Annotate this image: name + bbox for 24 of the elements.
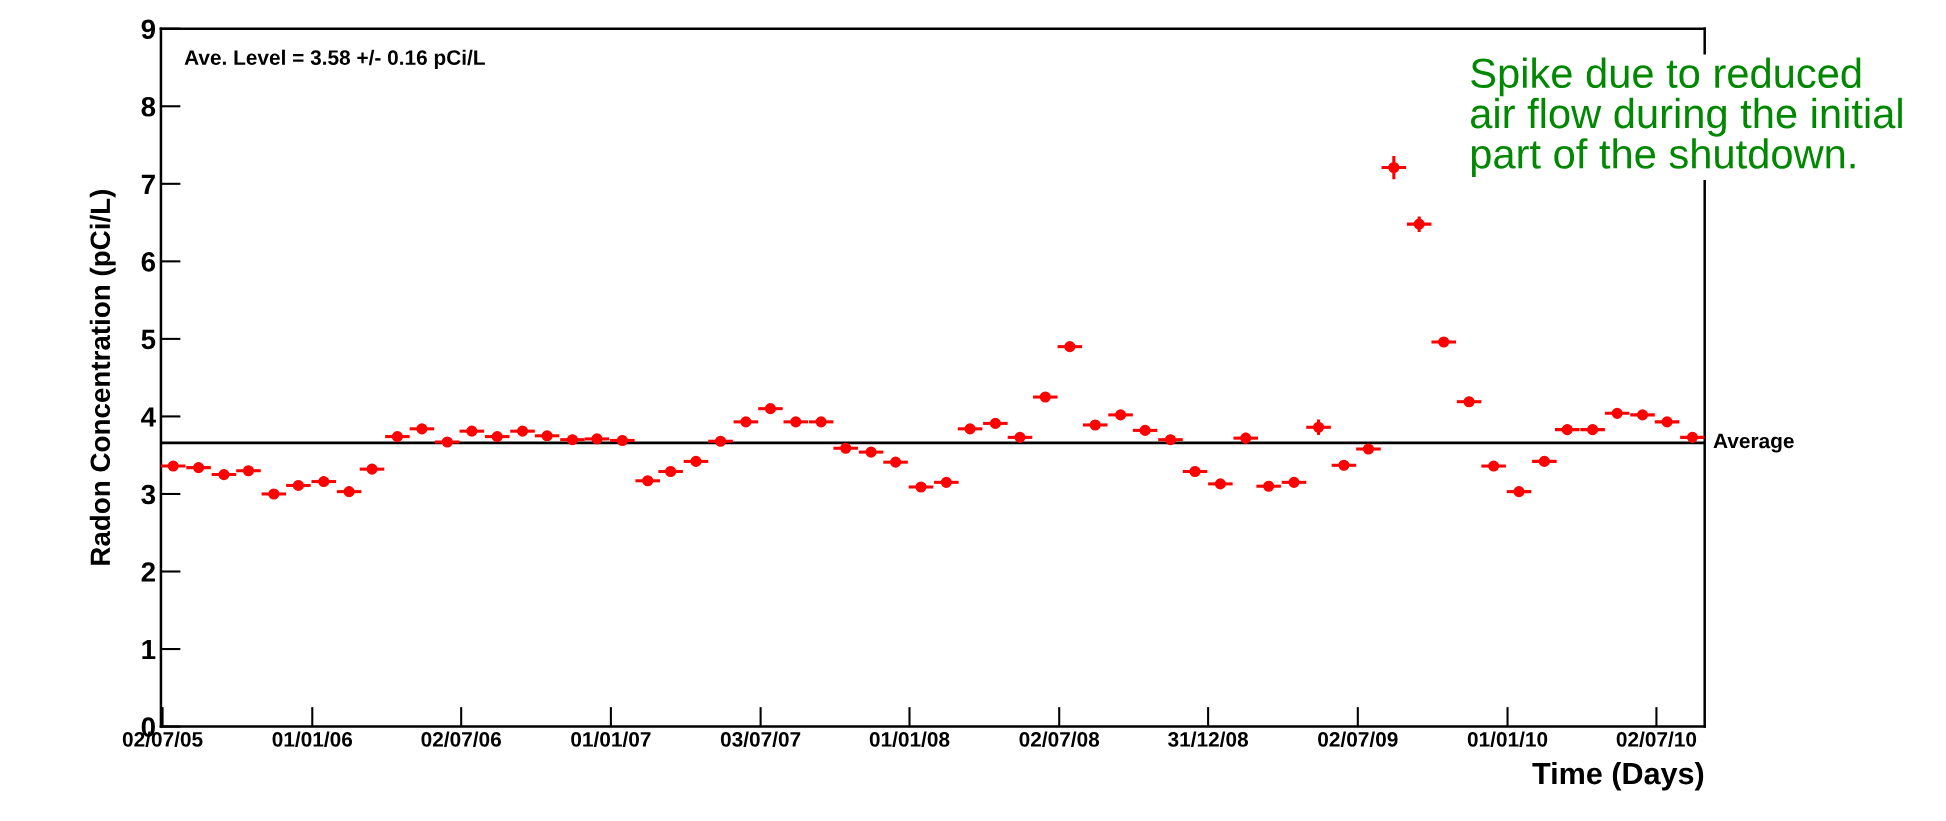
x-axis-title: Time (Days) [1532,761,1704,791]
y-tick-label: 6 [141,252,156,272]
ref-line-label: Average [1713,433,1794,453]
y-tick-label: 8 [141,96,156,117]
y-tick-label: 9 [141,19,156,40]
x-tick-label: 02/07/06 [421,731,501,747]
annotation: Spike due to reduced air flow during the initial part of the shutdown. [1471,57,1902,178]
y-tick-label: 1 [142,640,156,660]
x-tick-label: 31/12/08 [1168,731,1249,747]
annotation: Ave. Level = 3.58 +/- 0.16 pCi/L [184,49,485,70]
y-axis-title: Radon Concentration (pCi/L) [89,190,116,565]
y-tick-label: 7 [141,174,155,194]
x-tick-label: 02/07/08 [1019,731,1100,747]
x-tick-label: 01/01/07 [571,731,651,747]
x-tick-label: 03/07/07 [720,731,801,747]
x-tick-label: 01/01/06 [272,731,353,747]
y-tick-label: 2 [141,562,155,582]
y-tick-label: 3 [141,484,156,505]
x-tick-label: 02/07/10 [1616,731,1697,747]
x-tick-label: 02/07/09 [1318,731,1398,747]
x-tick-label: 01/01/10 [1467,731,1548,747]
x-tick-label: 01/01/08 [869,731,950,747]
y-tick-label: 5 [141,329,156,350]
y-tick-label: 4 [141,407,156,427]
